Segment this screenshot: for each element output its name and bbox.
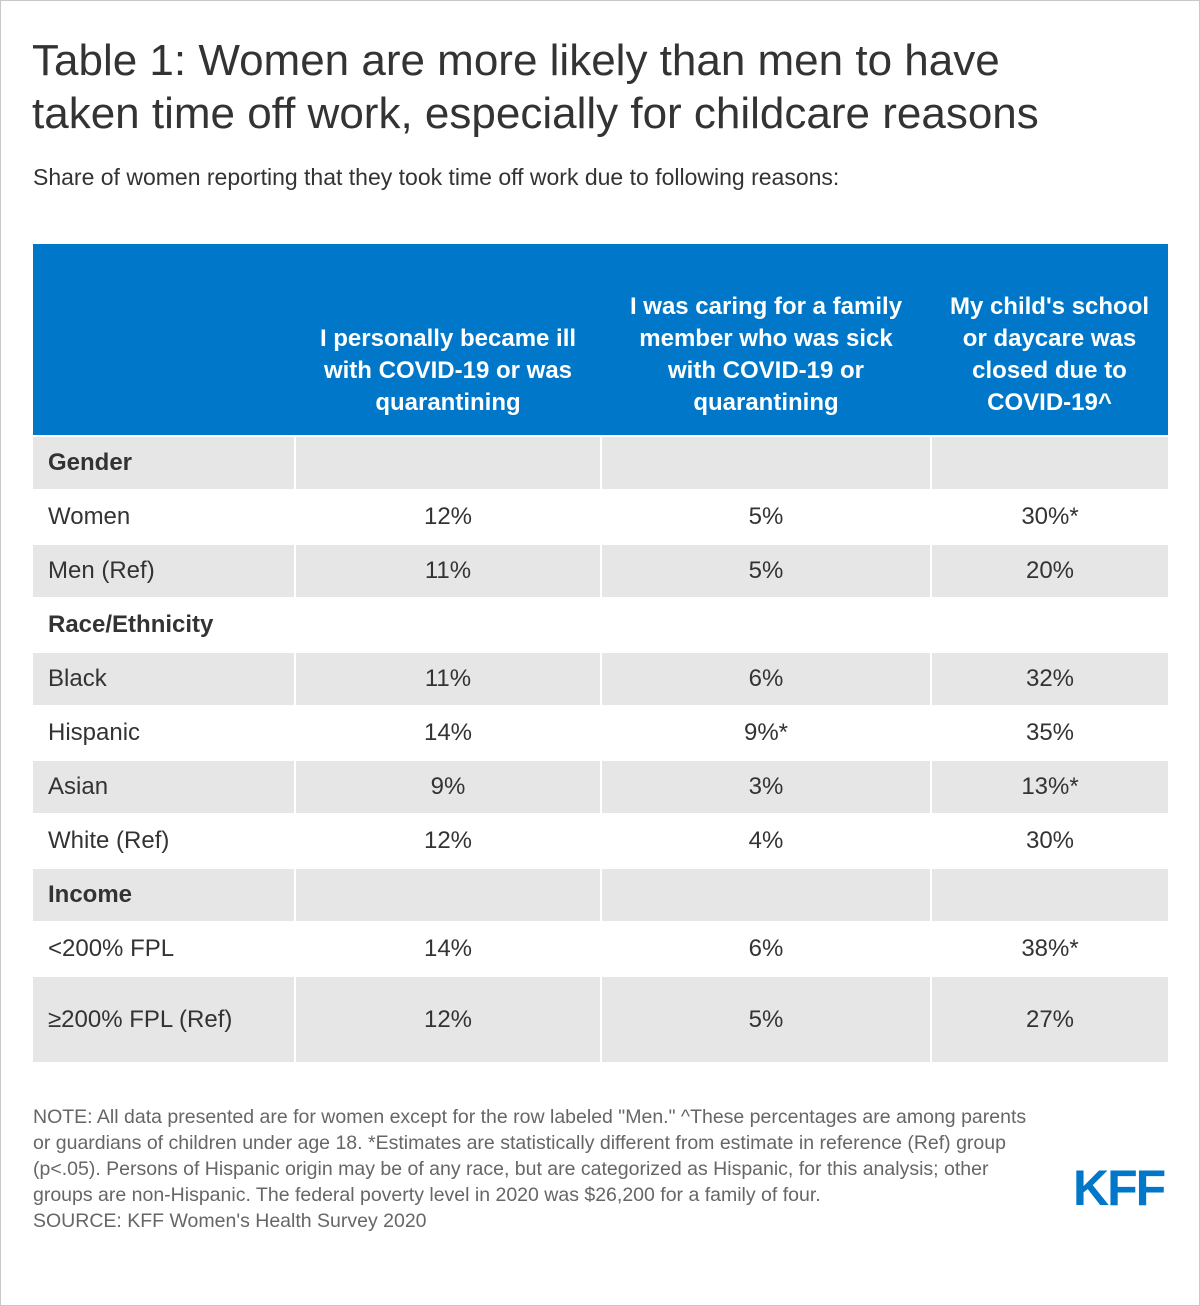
group-header-row: Income	[33, 867, 1168, 922]
group-header-row: Race/Ethnicity	[33, 597, 1168, 652]
table-row: ≥200% FPL (Ref) 12% 5% 27%	[33, 975, 1168, 1062]
value-cell: 30%*	[930, 489, 1168, 544]
group-empty-cell	[600, 867, 931, 922]
value-cell: 4%	[600, 813, 931, 868]
chart-title-line-2: taken time off work, especially for chil…	[32, 89, 1039, 138]
group-empty-cell	[294, 597, 601, 652]
row-label: Hispanic	[33, 705, 295, 760]
value-cell: 6%	[600, 921, 931, 976]
value-cell: 12%	[294, 975, 601, 1062]
column-header-blank	[33, 244, 295, 436]
table-header-row: I personally became ill with COVID-19 or…	[33, 244, 1168, 436]
row-label: Women	[33, 489, 295, 544]
value-cell: 6%	[600, 651, 931, 706]
row-label: White (Ref)	[33, 813, 295, 868]
value-cell: 35%	[930, 705, 1168, 760]
value-cell: 13%*	[930, 759, 1168, 814]
row-label: Black	[33, 651, 295, 706]
column-header-school-closed: My child's school or daycare was closed …	[931, 244, 1168, 436]
column-header-caring: I was caring for a family member who was…	[601, 244, 931, 436]
group-empty-cell	[294, 435, 601, 490]
row-label: ≥200% FPL (Ref)	[33, 975, 295, 1062]
table-row: <200% FPL 14% 6% 38%*	[33, 921, 1168, 976]
group-label: Gender	[33, 435, 295, 490]
value-cell: 27%	[930, 975, 1168, 1062]
value-cell: 32%	[930, 651, 1168, 706]
value-cell: 38%*	[930, 921, 1168, 976]
group-label: Race/Ethnicity	[33, 597, 295, 652]
table-body: Gender Women 12% 5% 30%* Men (Ref) 11% 5% 20% Rac…	[33, 435, 1168, 1062]
table-row: Asian 9% 3% 13%*	[33, 759, 1168, 814]
value-cell: 12%	[294, 813, 601, 868]
group-empty-cell	[930, 435, 1168, 490]
source-text: SOURCE: KFF Women's Health Survey 2020	[33, 1210, 427, 1232]
group-empty-cell	[930, 867, 1168, 922]
group-empty-cell	[600, 435, 931, 490]
value-cell: 11%	[294, 543, 601, 598]
value-cell: 5%	[600, 543, 931, 598]
row-label: Men (Ref)	[33, 543, 295, 598]
chart-title-line-1: Table 1: Women are more likely than men …	[32, 36, 1000, 85]
table-row: Men (Ref) 11% 5% 20%	[33, 543, 1168, 598]
value-cell: 9%*	[600, 705, 931, 760]
chart-subtitle: Share of women reporting that they took …	[33, 164, 840, 190]
group-header-row: Gender	[33, 435, 1168, 490]
group-empty-cell	[930, 597, 1168, 652]
value-cell: 3%	[600, 759, 931, 814]
group-empty-cell	[294, 867, 601, 922]
data-table: I personally became ill with COVID-19 or…	[33, 244, 1168, 1062]
value-cell: 30%	[930, 813, 1168, 868]
note-text: NOTE: All data presented are for women e…	[33, 1106, 1027, 1206]
group-label: Income	[33, 867, 295, 922]
value-cell: 14%	[294, 705, 601, 760]
value-cell: 12%	[294, 489, 601, 544]
value-cell: 9%	[294, 759, 601, 814]
group-empty-cell	[600, 597, 931, 652]
row-label: <200% FPL	[33, 921, 295, 976]
table-row: White (Ref) 12% 4% 30%	[33, 813, 1168, 868]
value-cell: 5%	[600, 975, 931, 1062]
column-header-ill: I personally became ill with COVID-19 or…	[295, 244, 601, 436]
table-row: Hispanic 14% 9%* 35%	[33, 705, 1168, 760]
value-cell: 5%	[600, 489, 931, 544]
value-cell: 11%	[294, 651, 601, 706]
value-cell: 14%	[294, 921, 601, 976]
footnote: NOTE: All data presented are for women e…	[33, 1104, 1033, 1234]
kff-logo: KFF	[1073, 1160, 1166, 1216]
table-row: Black 11% 6% 32%	[33, 651, 1168, 706]
table-row: Women 12% 5% 30%*	[33, 489, 1168, 544]
row-label: Asian	[33, 759, 295, 814]
chart-title: Table 1: Women are more likely than men …	[32, 34, 1172, 140]
value-cell: 20%	[930, 543, 1168, 598]
